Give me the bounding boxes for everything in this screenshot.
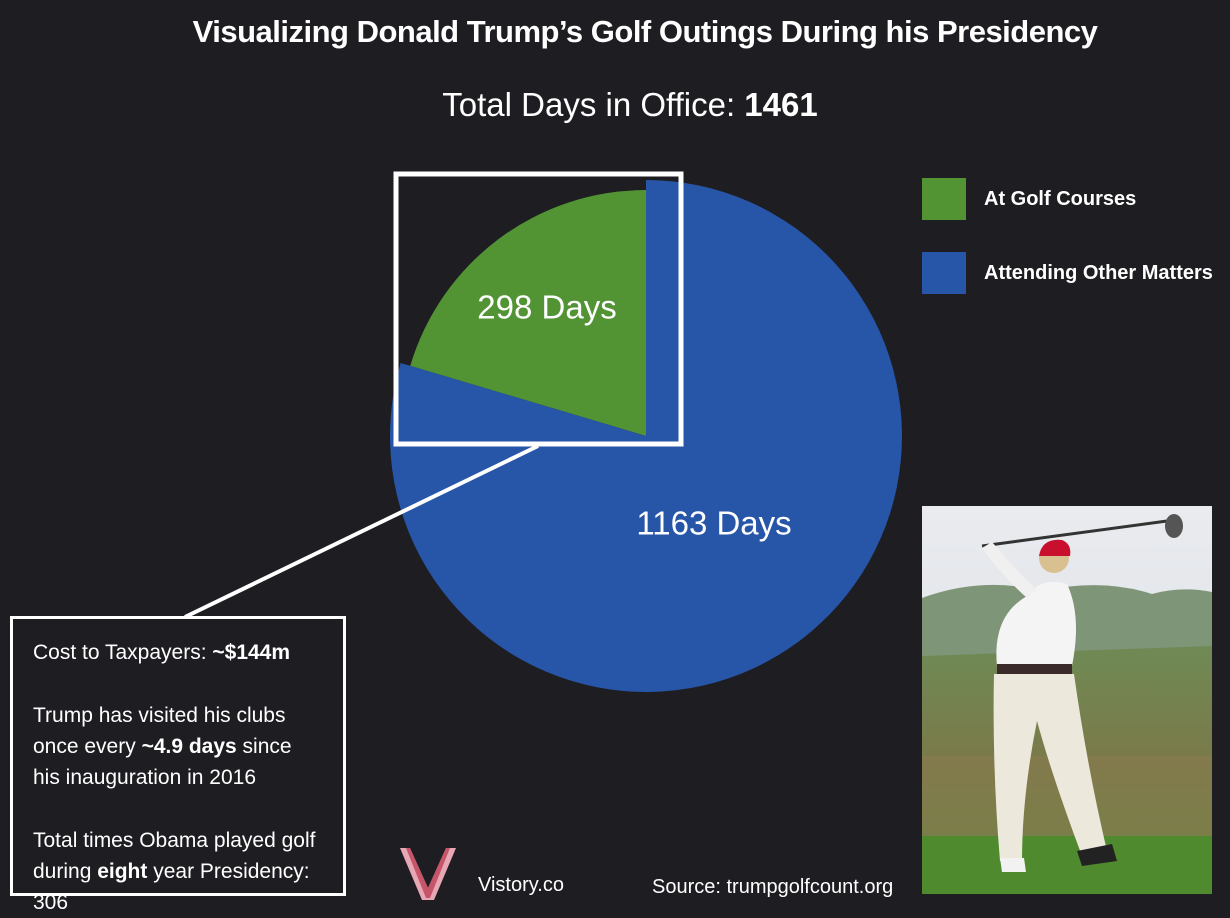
cost-label: Cost to Taxpayers: <box>33 641 213 664</box>
vistory-logo-icon <box>400 848 456 900</box>
legend-label-other: Attending Other Matters <box>984 261 1213 284</box>
source-text: Source: trumpgolfcount.org <box>652 876 894 898</box>
pie-slice-other <box>389 180 902 693</box>
subtitle-prefix: Total Days in Office: <box>442 86 745 123</box>
info-box: Cost to Taxpayers: ~$144m Trump has visi… <box>10 616 346 914</box>
subtitle-value: 1461 <box>744 86 818 123</box>
legend-swatch-other <box>922 252 966 294</box>
legend-label-golf: At Golf Courses <box>984 187 1137 210</box>
pie-slice-golf <box>410 190 646 436</box>
chart-subtitle: Total Days in Office: 1461 <box>0 86 1230 124</box>
brand-text: Vistory.co <box>478 874 564 896</box>
obama-part1: Total times Obama played golf during <box>33 829 316 883</box>
visits-value: ~4.9 days <box>141 735 237 758</box>
obama-bold: eight <box>97 860 148 883</box>
pie-slices <box>389 180 902 693</box>
callout-line <box>184 444 539 619</box>
visits-part1: Trump has visited his clubs once every <box>33 704 286 758</box>
legend-item-golf: At Golf Courses <box>922 178 1213 220</box>
obama-text: Total times Obama played golf during eig… <box>33 825 323 918</box>
pie-labels: 298 Days 1163 Days <box>477 289 791 542</box>
visits-text: Trump has visited his clubs once every ~… <box>33 700 323 793</box>
cost-text: Cost to Taxpayers: ~$144m <box>33 637 323 668</box>
pie-label-other: 1163 Days <box>636 505 791 542</box>
pie-label-golf: 298 Days <box>477 289 616 326</box>
golfer-photo <box>922 506 1212 894</box>
legend: At Golf Courses Attending Other Matters <box>922 178 1213 326</box>
obama-part2: year Presidency: 306 <box>33 860 310 914</box>
cost-value: ~$144m <box>212 641 291 664</box>
legend-swatch-golf <box>922 178 966 220</box>
chart-title: Visualizing Donald Trump’s Golf Outings … <box>192 14 1098 49</box>
visits-part2: since his inauguration in 2016 <box>33 735 292 789</box>
legend-item-other: Attending Other Matters <box>922 252 1213 294</box>
zoom-highlight-box <box>393 171 684 447</box>
